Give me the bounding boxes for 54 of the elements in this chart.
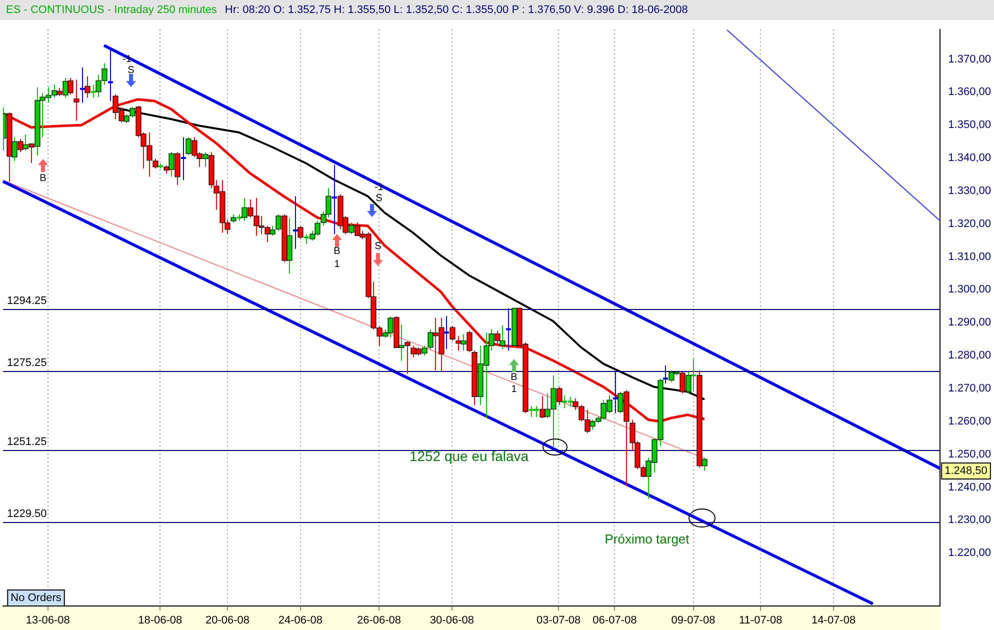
y-tick-label: 1.250,00 [948,448,992,460]
candlestick [108,50,113,102]
x-tick-label: 03-07-08 [536,614,581,626]
annotation: S [128,64,135,76]
candlestick [80,66,85,104]
ref-line-label: 1294.25 [7,295,47,308]
ref-line-label: 1251.25 [7,436,47,448]
x-tick-label: 24-06-08 [278,614,322,626]
annotation: B [40,172,47,184]
y-tick-label: 1.220,00 [948,547,992,560]
annotation: Próximo target [604,532,690,547]
x-tick-label: 14-07-08 [812,614,856,626]
y-tick-label: 1.330,00 [948,184,992,197]
annotation: S [376,192,383,204]
x-tick-label: 20-06-08 [205,614,250,626]
annotation: No Orders [10,592,62,604]
chart-subtitle: Hr: 08:20 O: 1.352,75 H: 1.355,50 L: 1.352,50 C: 1.355,00 P : 1.376,50 V: 9.396 D: 18-06-2008 [224,4,688,16]
x-tick-label: 26-06-08 [356,614,402,626]
x-tick-label: 06-07-08 [592,614,637,626]
annotation: B [510,372,518,383]
candlestick [181,136,186,181]
y-tick-label: 1.280,00 [948,350,992,362]
candlestick [506,308,511,352]
candlestick [613,372,618,414]
ref-line-label: 1229.50 [7,508,47,520]
annotation: 1 [334,258,340,270]
candlestick [332,164,337,235]
x-tick-label: 11-07-08 [738,614,782,626]
candlestick [663,364,668,384]
x-tick-label: 18-06-08 [138,614,182,626]
candlestick [444,316,449,350]
y-tick-label: 1.360,00 [948,86,992,98]
y-tick-label: 1.300,00 [948,284,992,296]
ref-line-label: 1275.25 [7,357,47,370]
y-tick-label: 1.270,00 [948,382,992,395]
y-tick-label: 1.320,00 [948,218,992,230]
y-tick-label: 1.340,00 [948,152,992,164]
y-tick-label: 1.370,00 [948,53,992,66]
candlestick [293,196,298,250]
annotation: B [334,246,341,257]
annotation: 1 [511,384,518,395]
y-tick-label: 1.350,00 [948,119,992,132]
x-tick-label: 09-07-08 [671,614,716,626]
text: 1.248,50 [944,465,988,478]
y-tick-label: 1.230,00 [948,514,992,526]
y-tick-label: 1.260,00 [948,415,992,428]
y-tick-label: 1.240,00 [948,481,992,494]
annotation: S [374,240,382,252]
x-tick-label: 30-06-08 [430,614,474,626]
y-tick-label: 1.290,00 [948,316,992,329]
chart-title: ES - CONTINUOUS - Intraday 250 minutes [6,4,217,16]
x-tick-label: 13-06-08 [26,614,70,626]
annotation: 1252 que eu falava [409,448,529,464]
y-tick-label: 1.310,00 [948,250,992,263]
